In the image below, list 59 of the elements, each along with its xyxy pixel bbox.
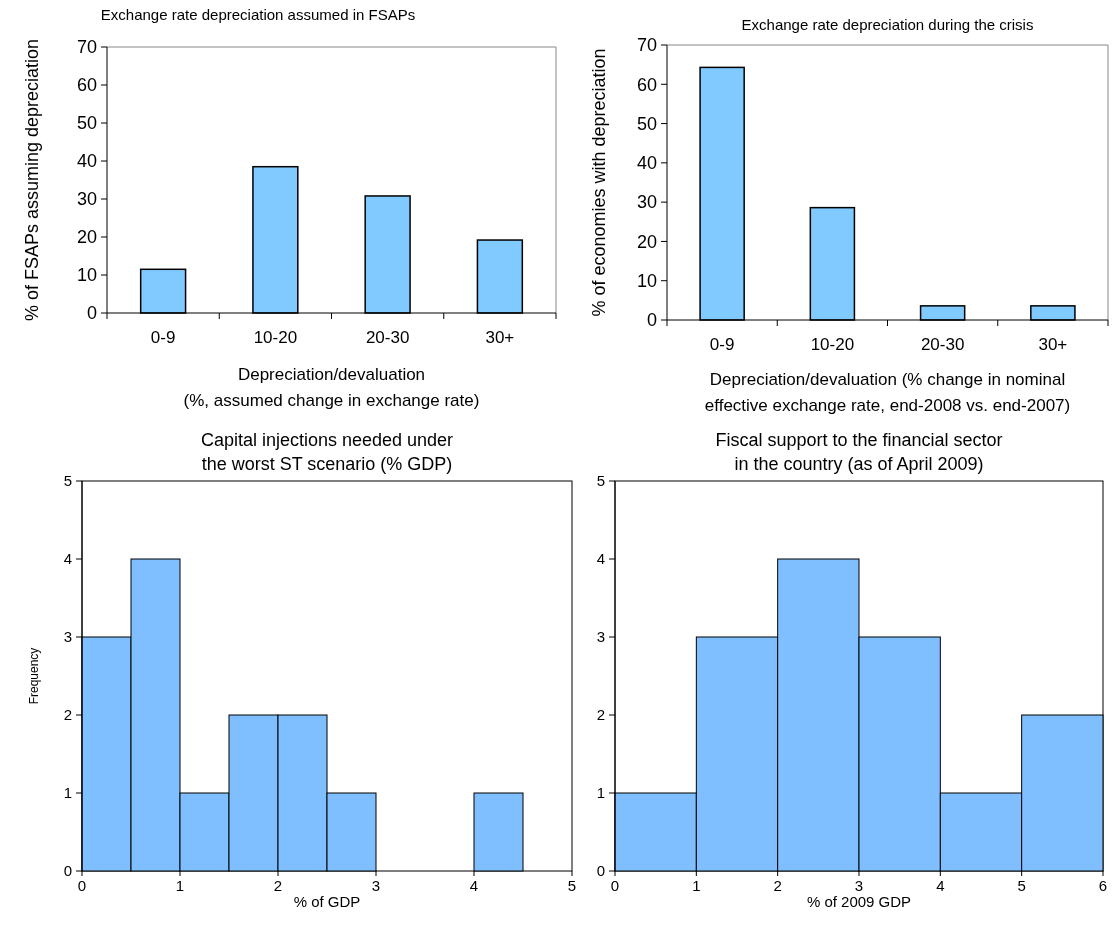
x-tick-label: 5 [1017, 877, 1026, 894]
y-tick-label: 60 [76, 75, 97, 96]
y-tick-label: 3 [596, 628, 605, 646]
x-axis-title: Depreciation/devaluation (% change in nominal effective exchange rate, end-2008 vs. end-2007) [704, 370, 1071, 415]
x-tick-label: 4 [469, 877, 479, 894]
x-tick-label: 4 [936, 877, 945, 894]
y-tick-label: 20 [76, 227, 97, 248]
y-tick-label: 5 [63, 472, 72, 490]
y-tick-label: 70 [76, 37, 97, 58]
x-tick-label: 0-9 [709, 335, 735, 354]
x-tick-label: 1 [175, 877, 185, 894]
y-tick-label: 2 [63, 706, 72, 724]
y-tick-label: 30 [636, 192, 657, 213]
y-tick-label: 70 [636, 35, 657, 56]
x-tick-label: 1 [692, 877, 701, 894]
y-tick-label: 50 [636, 113, 657, 134]
x-tick-label: 30+ [485, 328, 515, 347]
y-tick-label: 40 [636, 153, 657, 174]
x-tick-label: 6 [1098, 877, 1108, 894]
y-tick-label: 0 [596, 862, 605, 880]
y-tick-label: 3 [63, 628, 72, 646]
y-tick-label: 5 [596, 472, 605, 490]
y-tick-label: 10 [76, 265, 97, 286]
y-tick-label: 1 [596, 784, 605, 802]
x-tick-label: 3 [854, 877, 864, 894]
x-tick-label: 0-9 [150, 328, 176, 347]
x-axis-title: % of GDP [293, 893, 361, 910]
x-tick-label: 10-20 [253, 328, 298, 347]
y-axis-title: Frequency [27, 647, 41, 705]
y-tick-label: 10 [636, 271, 657, 292]
y-tick-label: 60 [636, 74, 657, 95]
chart-title: Exchange rate depreciation assumed in FSAPs [100, 6, 416, 23]
x-tick-label: 2 [273, 877, 283, 894]
x-tick-label: 2 [773, 877, 782, 894]
x-tick-label: 3 [371, 877, 381, 894]
y-tick-label: 30 [76, 189, 97, 210]
x-axis-title: % of 2009 GDP [806, 893, 912, 910]
y-axis-title: % of economies with depreciation [589, 48, 609, 317]
chart-title: Fiscal support to the financial sector in the country (as of April 2009) [715, 430, 1003, 474]
chart-title: Capital injections needed under the worst ST scenario (% GDP) [200, 430, 454, 474]
x-tick-label: 10-20 [810, 335, 855, 354]
y-tick-label: 40 [76, 151, 97, 172]
y-tick-label: 2 [596, 706, 605, 724]
y-tick-label: 0 [646, 310, 657, 331]
x-tick-label: 30+ [1038, 335, 1068, 354]
x-axis-title: Depreciation/devaluation (%, assumed change in exchange rate) [183, 365, 480, 410]
y-tick-label: 4 [63, 550, 72, 568]
x-tick-label: 0 [610, 877, 620, 894]
x-tick-label: 20-30 [365, 328, 410, 347]
y-tick-label: 0 [86, 303, 97, 324]
y-tick-label: 50 [76, 113, 97, 134]
y-tick-label: 4 [596, 550, 605, 568]
x-tick-label: 5 [567, 877, 577, 894]
y-axis-title: % of FSAPs assuming depreciation [22, 38, 42, 322]
y-tick-label: 0 [63, 862, 72, 880]
y-tick-label: 1 [63, 784, 72, 802]
x-tick-label: 20-30 [920, 335, 965, 354]
chart-title: Exchange rate depreciation during the crisis [741, 16, 1034, 33]
y-tick-label: 20 [636, 231, 657, 252]
